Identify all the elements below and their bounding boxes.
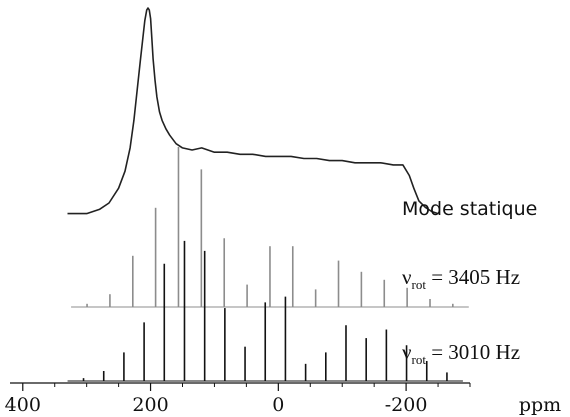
static-spectrum-line	[67, 7, 439, 215]
trace-label-rotation: νrot = 3010 Hz	[402, 340, 520, 367]
x-axis: 400 200 0 -200 ppm	[5, 382, 561, 416]
trace-label-rotation: νrot = 3405 Hz	[402, 265, 520, 292]
x-tick-label: 200	[132, 394, 168, 416]
trace-label-static: Mode statique	[402, 198, 537, 220]
x-tick-label: -200	[385, 394, 428, 416]
spectra-traces	[67, 7, 469, 382]
x-axis-unit-label: ppm	[519, 394, 561, 416]
trace-labels: Mode statique νrot = 3405 Hz νrot = 3010 H…	[402, 198, 537, 367]
x-tick-label: 400	[5, 394, 41, 416]
x-tick-label: 0	[272, 394, 284, 416]
